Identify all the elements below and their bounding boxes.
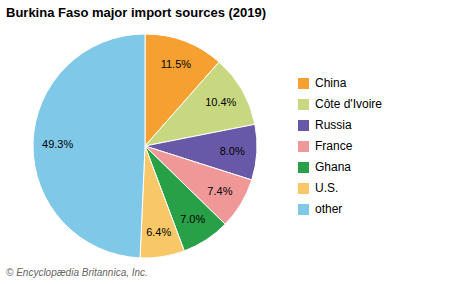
html-text:France: France [315,139,353,153]
html-text:Russia: Russia [315,118,352,132]
svg-text:8.0%: 8.0% [220,145,245,157]
svg-text:7.0%: 7.0% [180,213,205,225]
svg-text:11.5%: 11.5% [161,58,192,70]
svg-text:10.4%: 10.4% [205,96,236,108]
svg-text:49.3%: 49.3% [42,138,73,150]
svg-text:7.4%: 7.4% [207,185,232,197]
html-text:other: other [315,202,343,216]
html-text:Ghana: Ghana [315,160,351,174]
html-text:Côte d'Ivoire: Côte d'Ivoire [315,97,382,111]
html-text:U.S.: U.S. [315,181,339,195]
svg-text:6.4%: 6.4% [146,226,171,238]
html-text:Burkina Faso major import sour: Burkina Faso major import sources (2019) [6,5,267,20]
html-text:China: China [315,76,347,90]
html-text:© Encyclopædia Britannica, Inc: © Encyclopædia Britannica, Inc. [6,267,148,278]
